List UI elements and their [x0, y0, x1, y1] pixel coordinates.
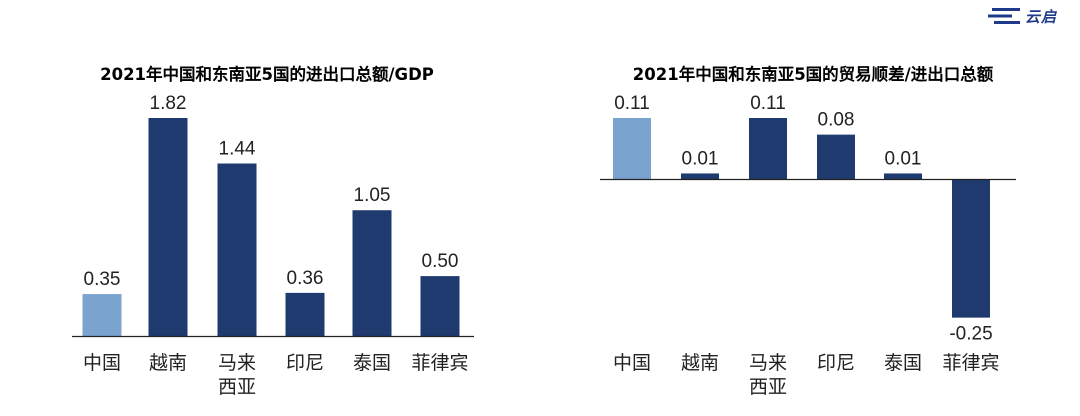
left-value-label-6: 0.50	[422, 251, 459, 272]
right-category-label-1: 中国	[613, 352, 651, 374]
right-value-label-3: 0.11	[750, 93, 786, 114]
right-chart-title: 2021年中国和东南亚5国的贸易顺差/进出口总额	[632, 65, 994, 84]
left-value-label-4: 0.36	[287, 268, 324, 289]
left-bar-2	[148, 118, 188, 336]
left-category-label-6: 菲律宾	[411, 352, 468, 374]
right-category-label-3-line-1: 马来	[749, 352, 787, 374]
right-category-label-2: 越南	[681, 352, 719, 374]
left-chart-title: 2021年中国和东南亚5国的进出口总额/GDP	[100, 65, 434, 84]
left-bar-3	[217, 163, 257, 336]
right-bar-5	[884, 173, 922, 179]
left-value-label-5: 1.05	[354, 185, 391, 206]
right-value-label-4: 0.08	[818, 110, 855, 131]
right-bar-1	[613, 118, 651, 179]
left-category-label-3-line-2: 西亚	[218, 376, 256, 398]
logo-mark-icon	[988, 8, 1020, 24]
left-category-label-2: 越南	[149, 352, 187, 374]
right-category-label-5: 泰国	[884, 352, 922, 374]
right-category-label-3-line-2: 西亚	[749, 376, 787, 398]
right-category-label-6: 菲律宾	[942, 352, 999, 374]
left-bar-4	[285, 292, 325, 336]
right-bar-6	[952, 179, 990, 318]
left-value-label-1: 0.35	[84, 269, 121, 290]
right-value-label-2: 0.01	[682, 148, 719, 169]
right-bar-4	[817, 134, 855, 179]
left-bar-6	[420, 276, 460, 336]
right-value-label-5: 0.01	[885, 148, 922, 169]
left-bar-5	[352, 210, 392, 336]
right-category-label-4: 印尼	[817, 352, 855, 374]
right-bar-2	[681, 173, 719, 179]
left-bar-1	[82, 294, 122, 336]
left-category-label-4: 印尼	[286, 352, 324, 374]
right-bar-3	[749, 118, 787, 179]
brand-logo: 云启	[988, 4, 1074, 28]
left-value-label-2: 1.82	[150, 93, 187, 114]
logo-text: 云启	[1025, 7, 1058, 26]
left-value-label-3: 1.44	[219, 139, 256, 160]
left-category-label-5: 泰国	[353, 352, 391, 374]
right-value-label-6: -0.25	[949, 324, 992, 345]
left-category-label-1: 中国	[83, 352, 121, 374]
left-category-label-3-line-1: 马来	[218, 352, 256, 374]
right-value-label-1: 0.11	[614, 93, 650, 114]
